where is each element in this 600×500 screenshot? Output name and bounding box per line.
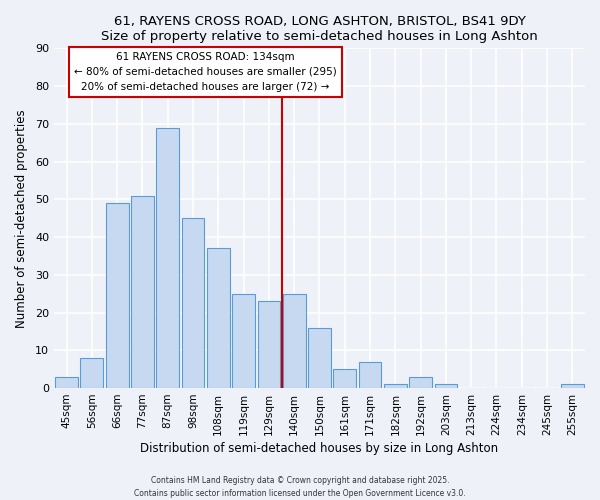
Bar [80,358,103,388]
Bar [182,218,205,388]
Bar [334,369,356,388]
Bar [157,128,179,388]
Bar [308,328,331,388]
Bar [232,294,255,388]
Bar [207,248,230,388]
Bar [106,203,128,388]
Bar [561,384,584,388]
Bar [384,384,407,388]
Bar [257,301,280,388]
Y-axis label: Number of semi-detached properties: Number of semi-detached properties [15,109,28,328]
Bar [434,384,457,388]
Bar [409,376,432,388]
Bar [283,294,305,388]
Bar [55,376,78,388]
Bar [131,196,154,388]
Bar [359,362,382,388]
Title: 61, RAYENS CROSS ROAD, LONG ASHTON, BRISTOL, BS41 9DY
Size of property relative : 61, RAYENS CROSS ROAD, LONG ASHTON, BRIS… [101,15,538,43]
Text: 61 RAYENS CROSS ROAD: 134sqm
← 80% of semi-detached houses are smaller (295)
20%: 61 RAYENS CROSS ROAD: 134sqm ← 80% of se… [74,52,337,92]
Text: Contains HM Land Registry data © Crown copyright and database right 2025.
Contai: Contains HM Land Registry data © Crown c… [134,476,466,498]
X-axis label: Distribution of semi-detached houses by size in Long Ashton: Distribution of semi-detached houses by … [140,442,499,455]
